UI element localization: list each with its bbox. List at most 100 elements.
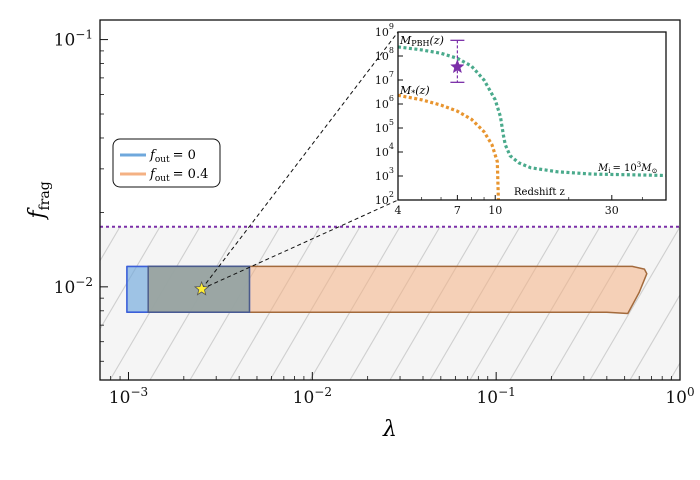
errorbar-star — [450, 59, 465, 74]
inset-y-tick-label-base: 10 — [375, 26, 389, 39]
x-tick-label-base: 10 — [109, 388, 131, 408]
annotation-mstar-sub: * — [411, 89, 415, 98]
hatch-line — [0, 227, 80, 380]
inset-y-tick-label: 106 — [375, 94, 394, 111]
inset-x-tick-label: 4 — [395, 204, 402, 217]
y-tick-label-base: 10 — [54, 278, 76, 298]
marker-group — [193, 280, 210, 296]
inset-y-tick-label-exp: 6 — [389, 94, 394, 103]
legend-0-var: f — [149, 148, 157, 163]
annotation-mstar-rest: (z) — [415, 84, 429, 97]
x-tick-label-base: 10 — [293, 388, 315, 408]
main-axes-frame — [99, 19, 681, 381]
inset-x-axis-label: Redshift z — [514, 187, 565, 198]
inset-y-tick-label-base: 10 — [375, 74, 389, 87]
y-axis-label-sub: frag — [37, 181, 53, 210]
annotation-mpbh-rest: (z) — [430, 34, 444, 47]
x-tick-label-exp: −2 — [314, 385, 332, 399]
legend-1-var: f — [149, 167, 157, 182]
inset-y-tick-label-base: 10 — [375, 170, 389, 183]
hatch-line — [629, 293, 680, 380]
x-tick-label-exp: −3 — [130, 385, 148, 399]
y-tick-label: 10−2 — [54, 275, 93, 298]
inset-errorbar-group — [450, 39, 465, 83]
inset-y-tick-label: 104 — [375, 142, 394, 159]
legend-1-sub: out — [155, 174, 170, 184]
annotation-mi-sub: i — [608, 167, 611, 175]
inset-y-tick-label: 103 — [375, 166, 394, 183]
hatch-line — [0, 227, 40, 380]
legend-0-sub: out — [155, 155, 170, 165]
annotation-mpbh-var: M — [399, 34, 412, 47]
x-tick-label: 10−3 — [109, 385, 148, 408]
x-axis-label: λ — [382, 417, 397, 442]
x-tick-label: 100 — [665, 385, 694, 408]
inset-series-line-1 — [398, 93, 500, 200]
annotation-mi-tail-sub: ⊙ — [652, 167, 658, 175]
hatch-line — [100, 226, 121, 262]
zoom-line-top — [201, 31, 399, 290]
inset-x-axis-label-text: Redshift z — [514, 187, 565, 198]
y-tick-label-base: 10 — [54, 31, 76, 51]
annotation-mi-tail: M — [640, 163, 652, 174]
inset-y-tick-label-exp: 3 — [389, 166, 394, 175]
inset-y-tick-label: 102 — [375, 190, 394, 207]
inset-y-tick-label: 109 — [375, 22, 394, 39]
inset-axes-frame — [397, 31, 667, 201]
main-y-axis: 10−210−1 — [54, 28, 108, 362]
legend-label-fout-0: fout = 0 — [149, 148, 196, 165]
marker-star — [193, 280, 210, 296]
inset-y-tick-label-exp: 7 — [389, 70, 394, 79]
hatch-line — [589, 226, 680, 380]
inset-y-tick-label-base: 10 — [375, 98, 389, 111]
legend-1-rhs: = 0.4 — [173, 167, 209, 182]
legend-label-fout-04: fout = 0.4 — [149, 167, 208, 184]
inset-y-tick-label-exp: 5 — [389, 118, 394, 127]
hatch-line — [100, 226, 161, 331]
annotation-mi: Mi = 103M⊙ — [597, 161, 658, 175]
legend-0-rhs: = 0 — [173, 148, 196, 163]
x-tick-label-base: 10 — [476, 388, 498, 408]
inset-x-axis: 4 7 10 30 — [395, 195, 643, 217]
annotation-mpbh: MPBH(z) — [399, 34, 444, 48]
annotation-mi-var: M — [597, 163, 609, 174]
x-tick-label-exp: 0 — [687, 385, 695, 399]
x-tick-label: 10−2 — [293, 385, 332, 408]
y-axis-label: ffrag — [25, 181, 53, 220]
main-x-axis: 10−3 10−2 10−1 100 — [99, 372, 695, 408]
inset-series-line-0 — [398, 45, 666, 178]
x-tick-label-exp: −1 — [498, 385, 516, 399]
annotation-mi-rest: = 10 — [613, 163, 637, 174]
inset-y-tick-label-base: 10 — [375, 146, 389, 159]
inset-y-tick-label-exp: 2 — [389, 190, 394, 199]
inset-background — [398, 32, 666, 200]
inset-y-tick-label-exp: 8 — [389, 46, 394, 55]
y-tick-label-exp: −2 — [75, 275, 93, 289]
inset-x-tick-label: 10 — [488, 204, 502, 217]
y-tick-label: 10−1 — [54, 28, 93, 51]
inset-y-tick-label-base: 10 — [375, 122, 389, 135]
inset-y-tick-label: 105 — [375, 118, 394, 135]
inset-y-tick-label-base: 10 — [375, 194, 389, 207]
zoom-line-bottom — [201, 199, 399, 290]
inset-x-tick-label: 7 — [454, 204, 461, 217]
x-tick-label-base: 10 — [665, 388, 687, 408]
y-tick-label-exp: −1 — [75, 28, 93, 42]
zoom-connector-lines — [201, 31, 399, 290]
inset-y-tick-label-exp: 4 — [389, 142, 394, 151]
inset-y-tick-label: 108 — [375, 46, 394, 63]
annotation-mstar: M*(z) — [399, 84, 430, 98]
x-tick-label: 10−1 — [476, 385, 515, 408]
inset-series-lines — [398, 45, 666, 200]
annotation-mstar-var: M — [399, 84, 412, 97]
inset-y-tick-label-exp: 9 — [389, 22, 394, 31]
inset-y-tick-label-base: 10 — [375, 50, 389, 63]
inset-y-tick-label: 107 — [375, 70, 394, 87]
legend: fout = 0 fout = 0.4 — [112, 138, 221, 188]
annotation-mpbh-sub: PBH — [411, 39, 429, 48]
annotation-mi-sup: 3 — [637, 161, 641, 169]
inset-x-tick-label: 30 — [605, 204, 619, 217]
